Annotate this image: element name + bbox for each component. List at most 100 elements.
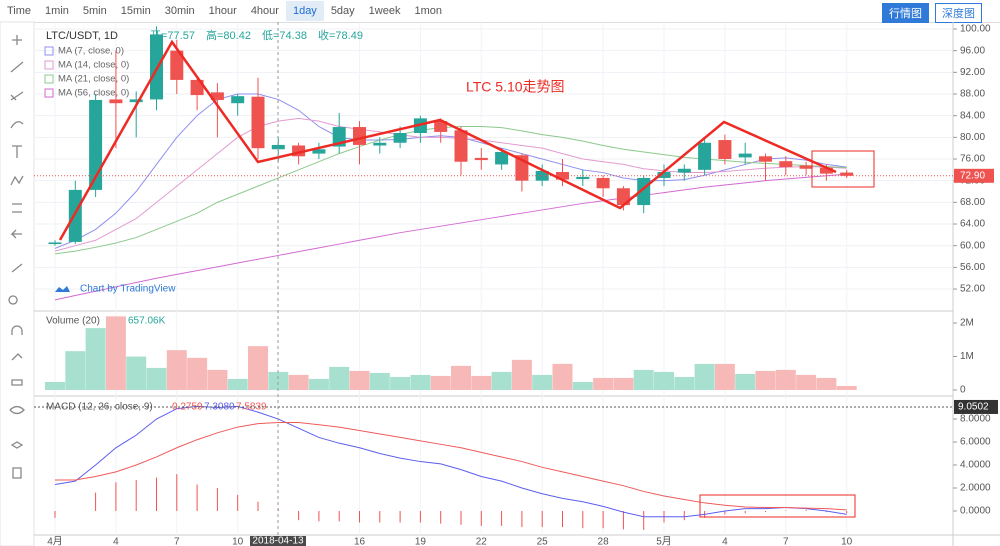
legend-marker [44, 46, 54, 56]
x-tick-label: 7 [174, 537, 180, 546]
x-tick-label: 28 [598, 537, 610, 546]
candle-body [170, 50, 184, 80]
y-tick-label: 96.00 [960, 45, 985, 56]
volume-bar [613, 377, 634, 390]
candle-body [819, 167, 833, 174]
x-tick-label: 25 [537, 537, 549, 546]
toolbar: Time 1min 5min 15min 30min 1hour 4hour 1day 5day… [0, 0, 1000, 23]
volume-bar [85, 328, 106, 390]
y-tick-label: 52.00 [960, 284, 985, 295]
volume-bar [735, 373, 756, 390]
y-tick-label: 60.00 [960, 240, 985, 251]
volume-bar [390, 376, 411, 390]
macd-line [54, 405, 847, 518]
highlight-box [699, 494, 856, 518]
y-tick-label: 6.0000 [960, 437, 991, 448]
macd-line [55, 421, 847, 511]
last-price-bg [954, 168, 994, 183]
candle-body [251, 96, 265, 149]
macd-title: MACD (12, 26, close, 9) [46, 402, 153, 413]
volume-bar [532, 374, 553, 390]
watermark-logo [55, 286, 70, 292]
volume-bar [166, 350, 187, 390]
view-tab[interactable]: 深度图 [935, 3, 982, 23]
candle-body [718, 140, 732, 160]
volume-bar [816, 377, 837, 390]
x-tick-label: 4月 [47, 536, 63, 546]
ma-line [54, 173, 847, 301]
interval-button[interactable]: 1min [45, 5, 69, 17]
volume-bar [227, 378, 248, 390]
candle-body [393, 133, 407, 143]
interval-button[interactable]: 5day [330, 5, 355, 17]
volume-bar [349, 370, 370, 390]
interval-button[interactable]: 30min [164, 5, 195, 17]
sidebar-icons [8, 35, 25, 479]
x-tick-label: 7 [783, 537, 789, 546]
ohlc-legend: 收=78.49 [318, 28, 363, 42]
interval-button[interactable]: 1hour [208, 5, 237, 17]
candle-body [840, 172, 854, 176]
candle-body [698, 142, 712, 170]
volume-bar [369, 372, 390, 390]
view-tab[interactable]: 行情图 [882, 3, 929, 23]
y-tick-label: 88.00 [960, 89, 985, 100]
last-value-bg [954, 399, 998, 414]
candle-body [616, 188, 630, 206]
y-tick-label: 68.00 [960, 197, 985, 208]
candle-body [271, 144, 285, 150]
candle-body [353, 127, 366, 145]
volume-bar [410, 374, 431, 390]
volume-bar [836, 385, 857, 390]
x-tick-label: 10 [841, 537, 853, 546]
last-price-label: 72.90 [960, 170, 985, 181]
interval-button[interactable]: 4hour [250, 5, 279, 17]
y-tick-label: 0.0000 [960, 506, 991, 517]
legend-entry: MA (21, close, 0) [58, 74, 129, 85]
candle-body [657, 172, 671, 178]
symbol-title: LTC/USDT, 1D [46, 30, 118, 42]
annotation: LTC 5.10走势图 [466, 79, 565, 95]
volume-bar [796, 374, 817, 390]
volume-bar [308, 378, 329, 390]
candle-body [779, 161, 793, 168]
drawings [58, 39, 875, 518]
ohlc-legend: 低=74.38 [262, 29, 307, 42]
volume-bar [471, 375, 492, 390]
trend-arrows [58, 39, 837, 241]
legend-marker [44, 60, 54, 70]
y-tick-label: 84.00 [960, 110, 985, 121]
interval-button[interactable]: Time [7, 5, 32, 17]
candle-body [474, 157, 488, 161]
volume-bar [45, 381, 65, 390]
tabs: 行情图 深度图 [882, 3, 982, 23]
volume-value: 657.06K [128, 316, 166, 327]
candle-body [759, 156, 772, 162]
y-tick-label: 64.00 [960, 219, 985, 230]
legend-marker [44, 88, 54, 98]
x-tick-label: 4 [722, 537, 728, 546]
volume-bar [694, 363, 715, 390]
candle-body [68, 189, 82, 242]
volume-bar [775, 369, 796, 390]
interval-button[interactable]: 1mon [414, 5, 442, 17]
x-tick-label: 22 [476, 537, 488, 546]
candle-body [48, 242, 62, 245]
legend-entry: MA (14, close, 0) [58, 60, 129, 71]
y-tick-label: 100.00 [960, 24, 991, 35]
volume-bar [674, 376, 695, 390]
volume-bar [288, 374, 309, 390]
candle-body [129, 99, 143, 103]
interval-button[interactable]: 1day [285, 1, 324, 21]
highlight-box [811, 150, 875, 188]
interval-button[interactable]: 1week [368, 5, 401, 17]
x-tick-label: 10 [232, 537, 244, 546]
volume-bar [268, 371, 289, 390]
interval-button[interactable]: 15min [120, 5, 151, 17]
crosshair-label: 2018-04-13 [252, 536, 304, 546]
sidebar [0, 21, 35, 546]
interval-button[interactable]: 5min [82, 5, 107, 17]
candle-body [210, 92, 224, 100]
